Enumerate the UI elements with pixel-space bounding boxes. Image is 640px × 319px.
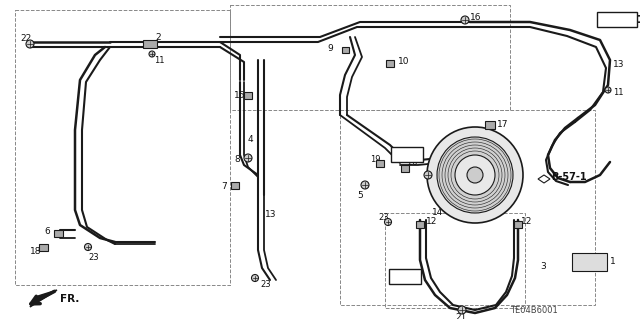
FancyBboxPatch shape bbox=[389, 269, 421, 284]
Circle shape bbox=[361, 181, 369, 189]
Circle shape bbox=[461, 16, 469, 24]
Bar bbox=[416, 220, 424, 227]
Text: 13: 13 bbox=[265, 210, 276, 219]
Bar bbox=[231, 182, 239, 189]
Bar bbox=[485, 121, 495, 129]
Bar bbox=[244, 92, 252, 99]
Text: 13: 13 bbox=[613, 60, 625, 69]
Text: TE04B6001: TE04B6001 bbox=[510, 306, 557, 315]
Circle shape bbox=[437, 137, 513, 213]
Text: 23: 23 bbox=[88, 253, 99, 262]
Text: 9: 9 bbox=[327, 44, 333, 53]
Circle shape bbox=[385, 219, 392, 226]
Text: B-57-1: B-57-1 bbox=[551, 172, 587, 182]
Bar bbox=[54, 229, 63, 236]
Text: 11: 11 bbox=[613, 88, 623, 97]
Circle shape bbox=[605, 87, 611, 93]
Text: 2: 2 bbox=[155, 33, 161, 42]
Bar bbox=[15, 10, 230, 285]
Text: B-58: B-58 bbox=[394, 150, 419, 160]
Circle shape bbox=[244, 154, 252, 162]
Circle shape bbox=[252, 275, 259, 281]
Text: B-58: B-58 bbox=[392, 272, 417, 282]
Bar bbox=[401, 165, 409, 172]
Text: 23: 23 bbox=[378, 213, 388, 222]
Bar bbox=[230, 5, 510, 110]
Text: 18: 18 bbox=[30, 247, 42, 256]
Circle shape bbox=[424, 171, 432, 179]
Circle shape bbox=[455, 155, 495, 195]
Text: 16: 16 bbox=[433, 170, 445, 179]
Text: 4: 4 bbox=[248, 135, 253, 144]
Text: 12: 12 bbox=[521, 217, 532, 226]
Text: 15: 15 bbox=[234, 91, 246, 100]
Bar bbox=[342, 47, 349, 53]
Text: 14: 14 bbox=[432, 208, 444, 217]
Text: 3: 3 bbox=[540, 262, 546, 271]
Bar bbox=[38, 243, 47, 250]
Text: 12: 12 bbox=[426, 217, 437, 226]
Text: 7: 7 bbox=[221, 182, 227, 191]
Bar bbox=[514, 220, 522, 227]
Bar bbox=[386, 60, 394, 66]
Circle shape bbox=[26, 40, 34, 48]
Text: FR.: FR. bbox=[60, 294, 79, 304]
Text: 19: 19 bbox=[370, 155, 381, 164]
Text: 11: 11 bbox=[154, 56, 164, 65]
Bar bbox=[572, 253, 607, 271]
Circle shape bbox=[427, 127, 523, 223]
Circle shape bbox=[84, 243, 92, 250]
Text: 21: 21 bbox=[455, 313, 467, 319]
Text: 6: 6 bbox=[44, 227, 50, 236]
Text: 22: 22 bbox=[20, 34, 31, 43]
Circle shape bbox=[467, 167, 483, 183]
FancyBboxPatch shape bbox=[391, 147, 423, 162]
Text: 16: 16 bbox=[470, 13, 481, 22]
Text: 20: 20 bbox=[407, 158, 417, 167]
Text: 10: 10 bbox=[398, 57, 410, 66]
Text: B-17-20: B-17-20 bbox=[600, 15, 640, 25]
Bar bbox=[340, 110, 595, 305]
Bar bbox=[385, 213, 525, 308]
Text: 1: 1 bbox=[610, 257, 616, 266]
Circle shape bbox=[149, 51, 155, 57]
Text: 5: 5 bbox=[357, 191, 363, 200]
Bar bbox=[143, 40, 157, 48]
Bar bbox=[376, 160, 384, 167]
FancyBboxPatch shape bbox=[597, 12, 637, 27]
Text: 23: 23 bbox=[260, 280, 271, 289]
Polygon shape bbox=[30, 290, 57, 307]
Circle shape bbox=[458, 306, 466, 314]
Text: 8: 8 bbox=[234, 155, 240, 164]
Text: 17: 17 bbox=[497, 120, 509, 129]
Polygon shape bbox=[538, 175, 550, 183]
